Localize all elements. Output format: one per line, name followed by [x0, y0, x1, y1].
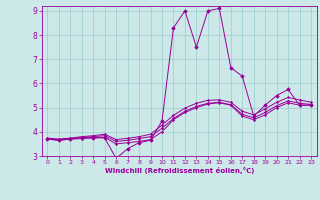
X-axis label: Windchill (Refroidissement éolien,°C): Windchill (Refroidissement éolien,°C) — [105, 167, 254, 174]
